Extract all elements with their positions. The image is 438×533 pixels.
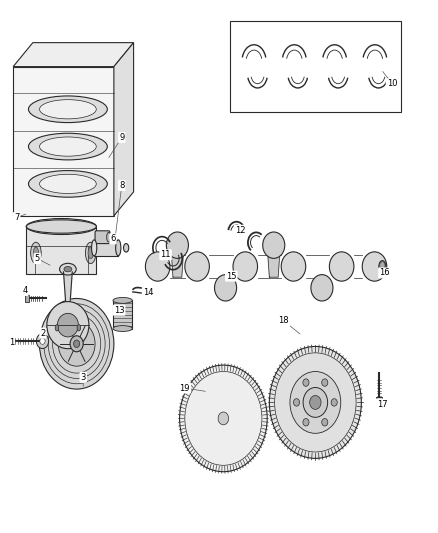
Text: 15: 15: [226, 272, 237, 280]
Text: 8: 8: [119, 181, 124, 190]
Bar: [113, 301, 132, 328]
Ellipse shape: [113, 326, 132, 332]
Polygon shape: [315, 277, 328, 288]
Ellipse shape: [106, 232, 111, 242]
Ellipse shape: [64, 266, 72, 272]
Polygon shape: [171, 245, 184, 277]
Ellipse shape: [124, 244, 129, 252]
Text: 11: 11: [160, 251, 171, 259]
Ellipse shape: [166, 232, 188, 259]
FancyBboxPatch shape: [95, 231, 110, 244]
Circle shape: [40, 338, 45, 344]
Bar: [8, 337, 13, 345]
Ellipse shape: [39, 100, 96, 119]
Text: 18: 18: [279, 317, 289, 325]
Text: 16: 16: [379, 269, 390, 277]
Bar: [25, 295, 29, 302]
Ellipse shape: [88, 247, 93, 259]
Ellipse shape: [47, 302, 89, 349]
Text: 13: 13: [114, 306, 124, 314]
Ellipse shape: [113, 297, 132, 303]
Circle shape: [269, 346, 361, 458]
Polygon shape: [114, 43, 134, 216]
Polygon shape: [13, 43, 134, 67]
Ellipse shape: [362, 252, 387, 281]
Ellipse shape: [145, 252, 170, 281]
Ellipse shape: [31, 242, 41, 264]
Bar: [230, 21, 401, 112]
Circle shape: [303, 418, 309, 426]
Ellipse shape: [26, 219, 96, 235]
Ellipse shape: [311, 274, 333, 301]
Polygon shape: [267, 245, 280, 277]
Ellipse shape: [85, 242, 96, 264]
Circle shape: [303, 387, 328, 417]
Text: 4: 4: [22, 286, 28, 295]
Circle shape: [70, 336, 83, 352]
Ellipse shape: [92, 240, 97, 256]
Circle shape: [293, 399, 300, 406]
Ellipse shape: [215, 274, 237, 301]
Circle shape: [310, 395, 321, 409]
Text: 3: 3: [81, 373, 86, 382]
Circle shape: [74, 340, 80, 348]
Text: 5: 5: [35, 254, 40, 263]
Polygon shape: [64, 272, 72, 303]
Text: 10: 10: [387, 79, 397, 88]
Ellipse shape: [28, 133, 107, 160]
Ellipse shape: [28, 96, 107, 123]
Ellipse shape: [39, 174, 96, 193]
Bar: [94, 240, 118, 256]
Circle shape: [58, 321, 95, 366]
Ellipse shape: [77, 325, 81, 331]
Ellipse shape: [57, 313, 78, 337]
Text: 2: 2: [40, 329, 46, 337]
Polygon shape: [13, 67, 114, 216]
Ellipse shape: [55, 325, 59, 331]
Circle shape: [36, 334, 49, 349]
Ellipse shape: [26, 220, 96, 233]
Text: 7: 7: [14, 213, 19, 222]
Text: 19: 19: [180, 384, 190, 392]
Circle shape: [303, 379, 309, 386]
Ellipse shape: [263, 232, 285, 259]
Circle shape: [180, 365, 267, 472]
Ellipse shape: [33, 247, 39, 259]
Text: 14: 14: [143, 288, 153, 296]
Text: 12: 12: [235, 226, 245, 235]
Ellipse shape: [379, 261, 386, 272]
Circle shape: [290, 372, 341, 433]
Ellipse shape: [233, 252, 258, 281]
Polygon shape: [219, 277, 232, 288]
Ellipse shape: [329, 252, 354, 281]
Ellipse shape: [60, 263, 76, 275]
Circle shape: [321, 418, 328, 426]
Text: 6: 6: [110, 235, 116, 243]
Ellipse shape: [281, 252, 306, 281]
Ellipse shape: [28, 171, 107, 197]
Circle shape: [185, 372, 262, 465]
Ellipse shape: [185, 252, 209, 281]
Text: 17: 17: [377, 400, 387, 408]
Ellipse shape: [116, 240, 121, 256]
Circle shape: [331, 399, 337, 406]
Circle shape: [321, 379, 328, 386]
Bar: [376, 397, 382, 408]
Circle shape: [218, 412, 229, 425]
Text: 1: 1: [9, 338, 14, 346]
Bar: [26, 227, 96, 274]
Circle shape: [275, 353, 356, 452]
Text: 9: 9: [119, 133, 124, 142]
Ellipse shape: [39, 137, 96, 156]
Ellipse shape: [380, 262, 385, 269]
Circle shape: [39, 298, 114, 389]
